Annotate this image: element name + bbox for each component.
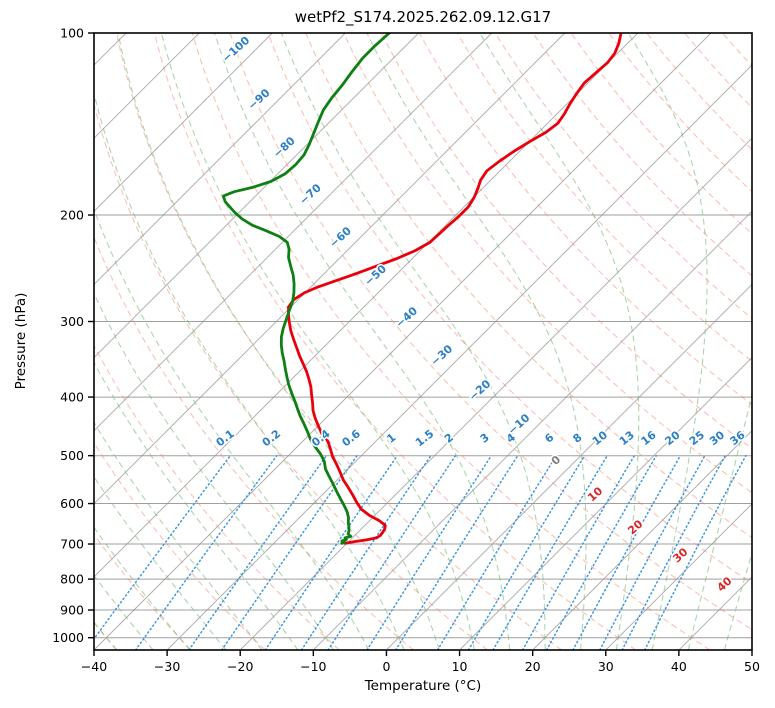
y-tick-label: 600	[60, 496, 84, 511]
x-axis: −40 −30 −20 −10 0 10 20 30 40 50	[81, 650, 760, 674]
y-tick-label: 200	[60, 208, 84, 223]
isotherm-label: −50	[362, 262, 389, 288]
temperature-curve	[287, 33, 623, 545]
mixing-ratio-label: 0.2	[260, 427, 283, 449]
chart-title: wetPf2_S174.2025.262.09.12.G17	[294, 8, 552, 26]
isotherm-label: −60	[327, 224, 354, 250]
isobar-lines	[94, 32, 752, 639]
x-tick-label: 10	[452, 659, 468, 674]
dewpoint-curve	[222, 33, 391, 545]
isotherm-label: 40	[715, 574, 735, 594]
y-tick-label: 400	[60, 390, 84, 405]
mixing-ratio-labels: 0.1 0.2 0.4 0.6 1 1.5 2 3 4 6 8 10 13 16 20 25 30 36	[212, 425, 749, 450]
mixing-ratio-label: 1.5	[413, 427, 436, 449]
isotherm-label: −40	[393, 304, 420, 330]
y-tick-label: 1000	[52, 630, 84, 645]
mixing-ratio-lines	[94, 454, 747, 650]
mixing-ratio-label: 0.1	[214, 427, 237, 449]
isotherm-label: −80	[271, 134, 298, 160]
mixing-ratio-label: 25	[687, 428, 707, 448]
y-tick-label: 300	[60, 314, 84, 329]
mixing-ratio-label: 20	[663, 428, 683, 448]
y-tick-label: 900	[60, 603, 84, 618]
x-axis-label: Temperature (°C)	[364, 678, 482, 694]
isotherm-label: 0	[549, 453, 564, 468]
y-tick-label: 100	[60, 26, 84, 41]
isotherm-label: −20	[466, 377, 493, 403]
y-axis-label: Pressure (hPa)	[13, 292, 29, 390]
mixing-ratio-label: 16	[639, 428, 659, 448]
y-axis: 100 200 300 400 500 600 700 800 900 1000	[52, 26, 94, 645]
y-tick-label: 800	[60, 572, 84, 587]
isotherm-label: 30	[670, 545, 690, 565]
x-tick-label: −30	[154, 659, 180, 674]
mixing-ratio-label: 30	[707, 428, 727, 448]
isotherm-label: −30	[428, 342, 455, 368]
mixing-ratio-label: 2	[442, 431, 456, 446]
mixing-ratio-label: 3	[478, 431, 492, 446]
mixing-ratio-label: 0.6	[340, 427, 364, 449]
dry-adiabat-lines	[94, 33, 752, 650]
x-tick-label: 20	[525, 659, 541, 674]
isotherm-label: −70	[297, 181, 324, 207]
x-tick-label: 40	[671, 659, 687, 674]
y-tick-label: 700	[60, 537, 84, 552]
axes-frame	[93, 32, 753, 651]
isotherm-label: 20	[625, 517, 645, 537]
x-tick-label: −40	[81, 659, 107, 674]
x-tick-label: 50	[744, 659, 760, 674]
mixing-ratio-label: 6	[542, 431, 556, 446]
mixing-ratio-label: 10	[590, 428, 610, 448]
x-tick-label: −10	[300, 659, 326, 674]
isotherm-lines	[94, 33, 752, 650]
mixing-ratio-label: 8	[571, 431, 585, 446]
mixing-ratio-label: 1	[384, 431, 398, 446]
mixing-ratio-label: 36	[728, 428, 748, 448]
isotherm-label: −100	[220, 34, 253, 65]
x-tick-label: 0	[382, 659, 390, 674]
x-tick-label: 30	[598, 659, 614, 674]
moist-adiabat-lines	[94, 33, 752, 650]
y-tick-label: 500	[60, 448, 84, 463]
x-tick-label: −20	[227, 659, 253, 674]
mixing-ratio-label: 13	[617, 428, 637, 448]
